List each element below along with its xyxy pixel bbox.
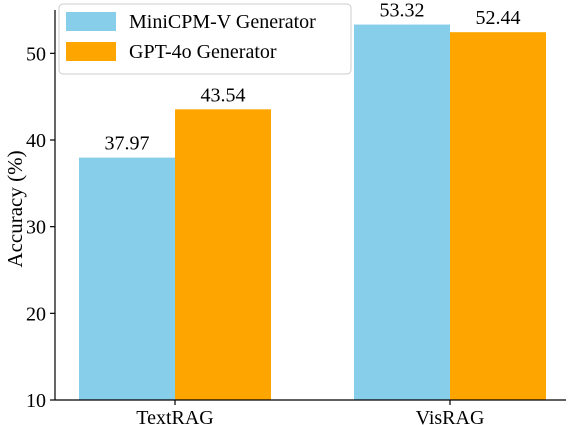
legend-swatch-series-1	[66, 12, 116, 31]
data-label-textrag-series-1: 37.97	[105, 133, 150, 155]
y-tick-label: 10	[26, 390, 46, 412]
data-label-visrag-series-2: 52.44	[476, 7, 521, 29]
x-tick-label-textrag: TextRAG	[136, 407, 213, 425]
y-tick-label: 40	[26, 130, 46, 152]
legend-swatch-series-2	[66, 42, 116, 61]
legend: MiniCPM-V Generator GPT-4o Generator	[58, 3, 352, 75]
legend-label-series-2: GPT-4o Generator	[129, 41, 277, 63]
y-tick-label: 30	[26, 217, 46, 239]
data-label-textrag-series-2: 43.54	[201, 84, 246, 106]
axes: 10 20 30 40 50 TextRAG VisRAG	[26, 10, 566, 425]
x-tick-label-visrag: VisRAG	[416, 407, 485, 425]
y-axis-label: Accuracy (%)	[3, 150, 27, 267]
bar-textrag-series-1	[79, 157, 175, 400]
legend-box	[58, 3, 352, 75]
bar-visrag-series-2	[450, 32, 546, 400]
legend-label-series-1: MiniCPM-V Generator	[129, 11, 316, 33]
data-label-visrag-series-1: 53.32	[380, 0, 425, 22]
y-tick-label: 50	[26, 43, 46, 65]
plot-area: 37.97 53.32 43.54 52.44	[79, 0, 546, 401]
bar-textrag-series-2	[175, 109, 271, 400]
bar-visrag-series-1	[354, 24, 450, 401]
y-tick-label: 20	[26, 303, 46, 325]
